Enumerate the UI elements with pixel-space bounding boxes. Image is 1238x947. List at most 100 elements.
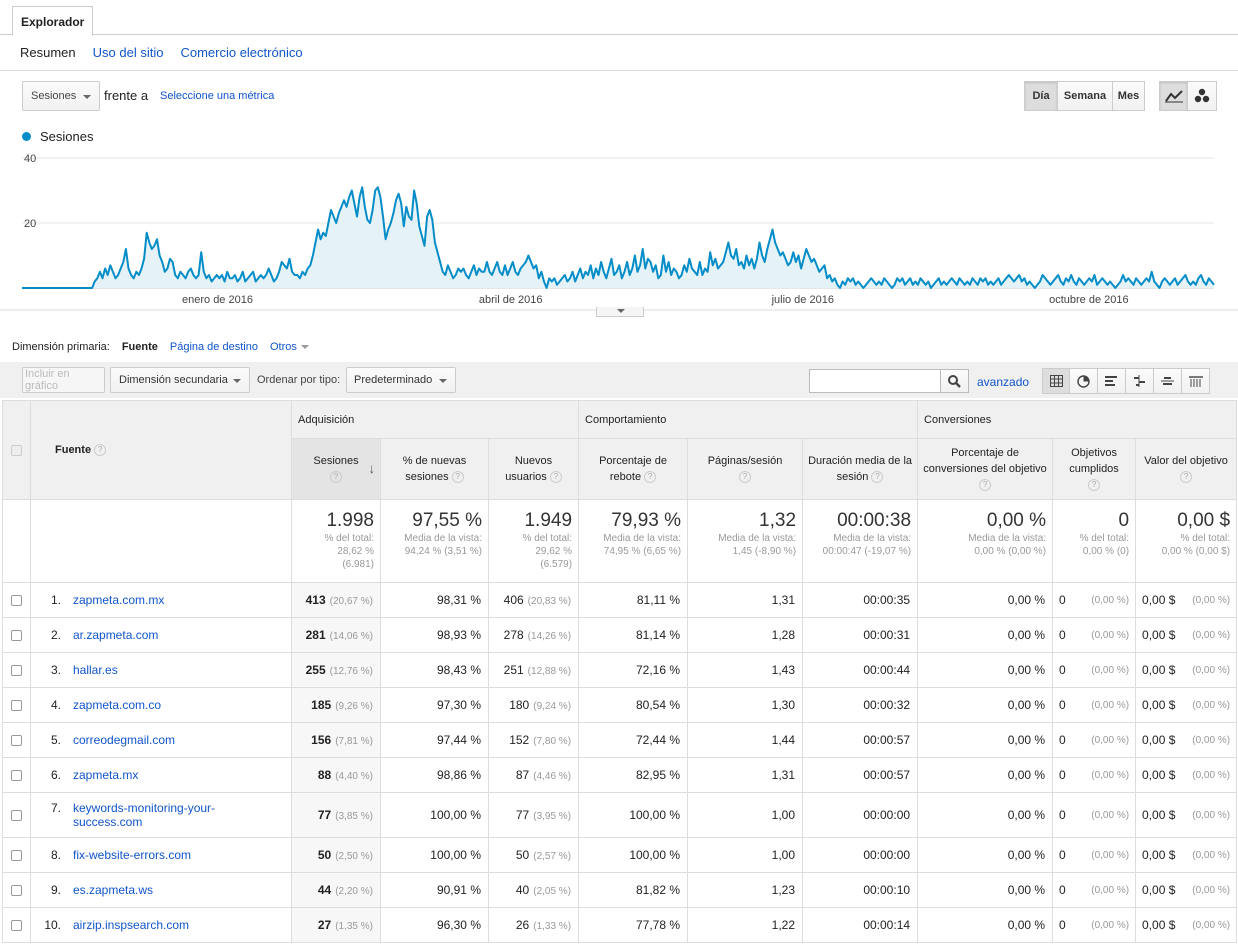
row-checkbox-cell[interactable] [2, 722, 31, 758]
header-conversion-rate[interactable]: Porcentaje de conversiones del objetivo … [917, 438, 1054, 500]
sessions-cell: 27 (1,35 %) [291, 907, 381, 943]
row-checkbox-cell[interactable] [2, 757, 31, 793]
help-icon[interactable]: ? [739, 471, 752, 484]
row-checkbox[interactable] [11, 735, 22, 747]
sessions-pct: (2,50 %) [335, 851, 373, 862]
source-link[interactable]: airzip.inspsearch.com [73, 918, 190, 932]
row-checkbox-cell[interactable] [2, 582, 31, 618]
total-value: 0 [1118, 510, 1130, 531]
duration-cell: 00:00:32 [802, 687, 919, 723]
pages-cell: 1,44 [687, 722, 804, 758]
help-icon[interactable]: ? [644, 471, 657, 484]
select-all-checkbox[interactable] [11, 444, 22, 456]
row-checkbox[interactable] [11, 700, 22, 712]
dimension-others[interactable]: Otros [270, 341, 309, 353]
duration-cell: 00:00:10 [802, 872, 919, 908]
row-checkbox-cell[interactable] [2, 687, 31, 723]
grid-icon [1049, 375, 1063, 387]
line-chart-icon [1164, 90, 1183, 103]
dimension-landing-page[interactable]: Página de destino [169, 341, 258, 353]
help-icon[interactable]: ? [94, 444, 107, 457]
metric-selector[interactable]: Sesiones [22, 81, 100, 111]
sessions-value: 413 [305, 593, 326, 607]
source-cell: 10. airzip.inspsearch.com [30, 907, 292, 943]
tab-explorer[interactable]: Explorador [12, 6, 94, 36]
table-row: 3. hallar.es 255 (12,76 %) 98,43 % 251 (12,88 … [2, 652, 1238, 688]
plot-rows-button[interactable]: Incluir en gráfico [22, 367, 105, 393]
bounce-cell: 81,14 % [578, 617, 689, 653]
search-button[interactable] [940, 369, 969, 393]
select-all-cell[interactable] [2, 400, 31, 500]
select-compare-metric-link[interactable]: Seleccione una métrica [160, 90, 275, 102]
row-checkbox[interactable] [11, 770, 22, 782]
row-checkbox-cell[interactable] [2, 872, 31, 908]
source-link[interactable]: keywords-monitoring-your-success.com [73, 801, 216, 829]
header-new-sessions[interactable]: % de nuevas sesiones ? [380, 438, 489, 500]
subnav-ecommerce[interactable]: Comercio electrónico [180, 45, 303, 60]
row-checkbox-cell[interactable] [2, 617, 31, 653]
help-icon[interactable]: ? [549, 471, 562, 484]
source-link[interactable]: es.zapmeta.ws [73, 883, 154, 897]
secondary-dimension-dropdown[interactable]: Dimensión secundaria [110, 367, 250, 393]
row-checkbox-cell[interactable] [2, 792, 31, 838]
help-icon[interactable]: ? [1180, 471, 1193, 484]
sessions-value: 156 [311, 733, 332, 747]
help-icon[interactable]: ? [1088, 479, 1101, 492]
header-source[interactable]: Fuente ? [30, 400, 292, 500]
sort-type-dropdown[interactable]: Predeterminado [346, 367, 456, 393]
source-link[interactable]: zapmeta.com.co [73, 698, 162, 712]
divider [0, 70, 1238, 71]
period-day-button[interactable]: Día [1024, 81, 1058, 111]
row-checkbox-cell[interactable] [2, 837, 31, 873]
view-comparison-button[interactable] [1126, 368, 1154, 394]
row-checkbox[interactable] [11, 850, 22, 862]
view-term-cloud-button[interactable] [1154, 368, 1182, 394]
help-icon[interactable]: ? [330, 471, 342, 484]
help-icon[interactable]: ? [979, 479, 992, 492]
row-checkbox-cell[interactable] [2, 652, 31, 688]
row-checkbox[interactable] [11, 630, 22, 642]
view-percentage-button[interactable] [1070, 368, 1098, 394]
goals-cell: 0 (0,00 %) [1052, 907, 1137, 943]
bounce-cell: 81,11 % [578, 582, 689, 618]
row-checkbox-cell[interactable] [2, 907, 31, 943]
subnav-summary[interactable]: Resumen [20, 45, 76, 60]
header-bounce-rate[interactable]: Porcentaje de rebote ? [578, 438, 689, 500]
goal-value: 0,00 $ [1142, 698, 1176, 712]
dimension-source[interactable]: Fuente [121, 341, 158, 353]
view-data-button[interactable] [1042, 368, 1070, 394]
help-icon[interactable]: ? [871, 471, 884, 484]
row-checkbox[interactable] [11, 885, 22, 897]
source-link[interactable]: fix-website-errors.com [73, 848, 192, 862]
source-link[interactable]: zapmeta.mx [73, 768, 139, 782]
period-month-button[interactable]: Mes [1113, 81, 1145, 111]
subnav-site-usage[interactable]: Uso del sitio [92, 45, 164, 60]
header-goal-completions[interactable]: Objetivos cumplidos? [1052, 438, 1137, 500]
source-link[interactable]: zapmeta.com.mx [73, 593, 165, 607]
row-checkbox[interactable] [11, 665, 22, 677]
row-checkbox[interactable] [11, 810, 22, 822]
view-performance-button[interactable] [1098, 368, 1126, 394]
row-checkbox[interactable] [11, 595, 22, 607]
source-link[interactable]: correodegmail.com [73, 733, 176, 747]
total-new-users: 1.949 % del total: 29,62 % (6.579) [487, 499, 580, 583]
motion-chart-button[interactable] [1188, 81, 1217, 111]
bounce-cell: 100,00 % [578, 792, 689, 838]
header-goal-value[interactable]: Valor del objetivo ? [1135, 438, 1238, 500]
collapse-chart-toggle[interactable] [596, 307, 644, 317]
table-search-input[interactable] [809, 369, 941, 393]
advanced-filter-link[interactable]: avanzado [977, 375, 1030, 389]
source-link[interactable]: ar.zapmeta.com [73, 628, 159, 642]
period-week-button[interactable]: Semana [1058, 81, 1113, 111]
header-sessions[interactable]: Sesiones? ↓ [291, 438, 381, 500]
source-link[interactable]: hallar.es [73, 663, 118, 677]
line-chart-button[interactable] [1159, 81, 1188, 111]
sessions-cell: 281 (14,06 %) [291, 617, 381, 653]
new-users-pct: (14,26 %) [527, 631, 572, 642]
header-avg-duration[interactable]: Duración media de la sesión ? [802, 438, 919, 500]
view-pivot-button[interactable] [1182, 368, 1210, 394]
help-icon[interactable]: ? [451, 471, 464, 484]
header-new-users[interactable]: Nuevos usuarios ? [487, 438, 580, 500]
row-checkbox[interactable] [11, 920, 22, 932]
header-pages-session[interactable]: Páginas/sesión? [687, 438, 804, 500]
